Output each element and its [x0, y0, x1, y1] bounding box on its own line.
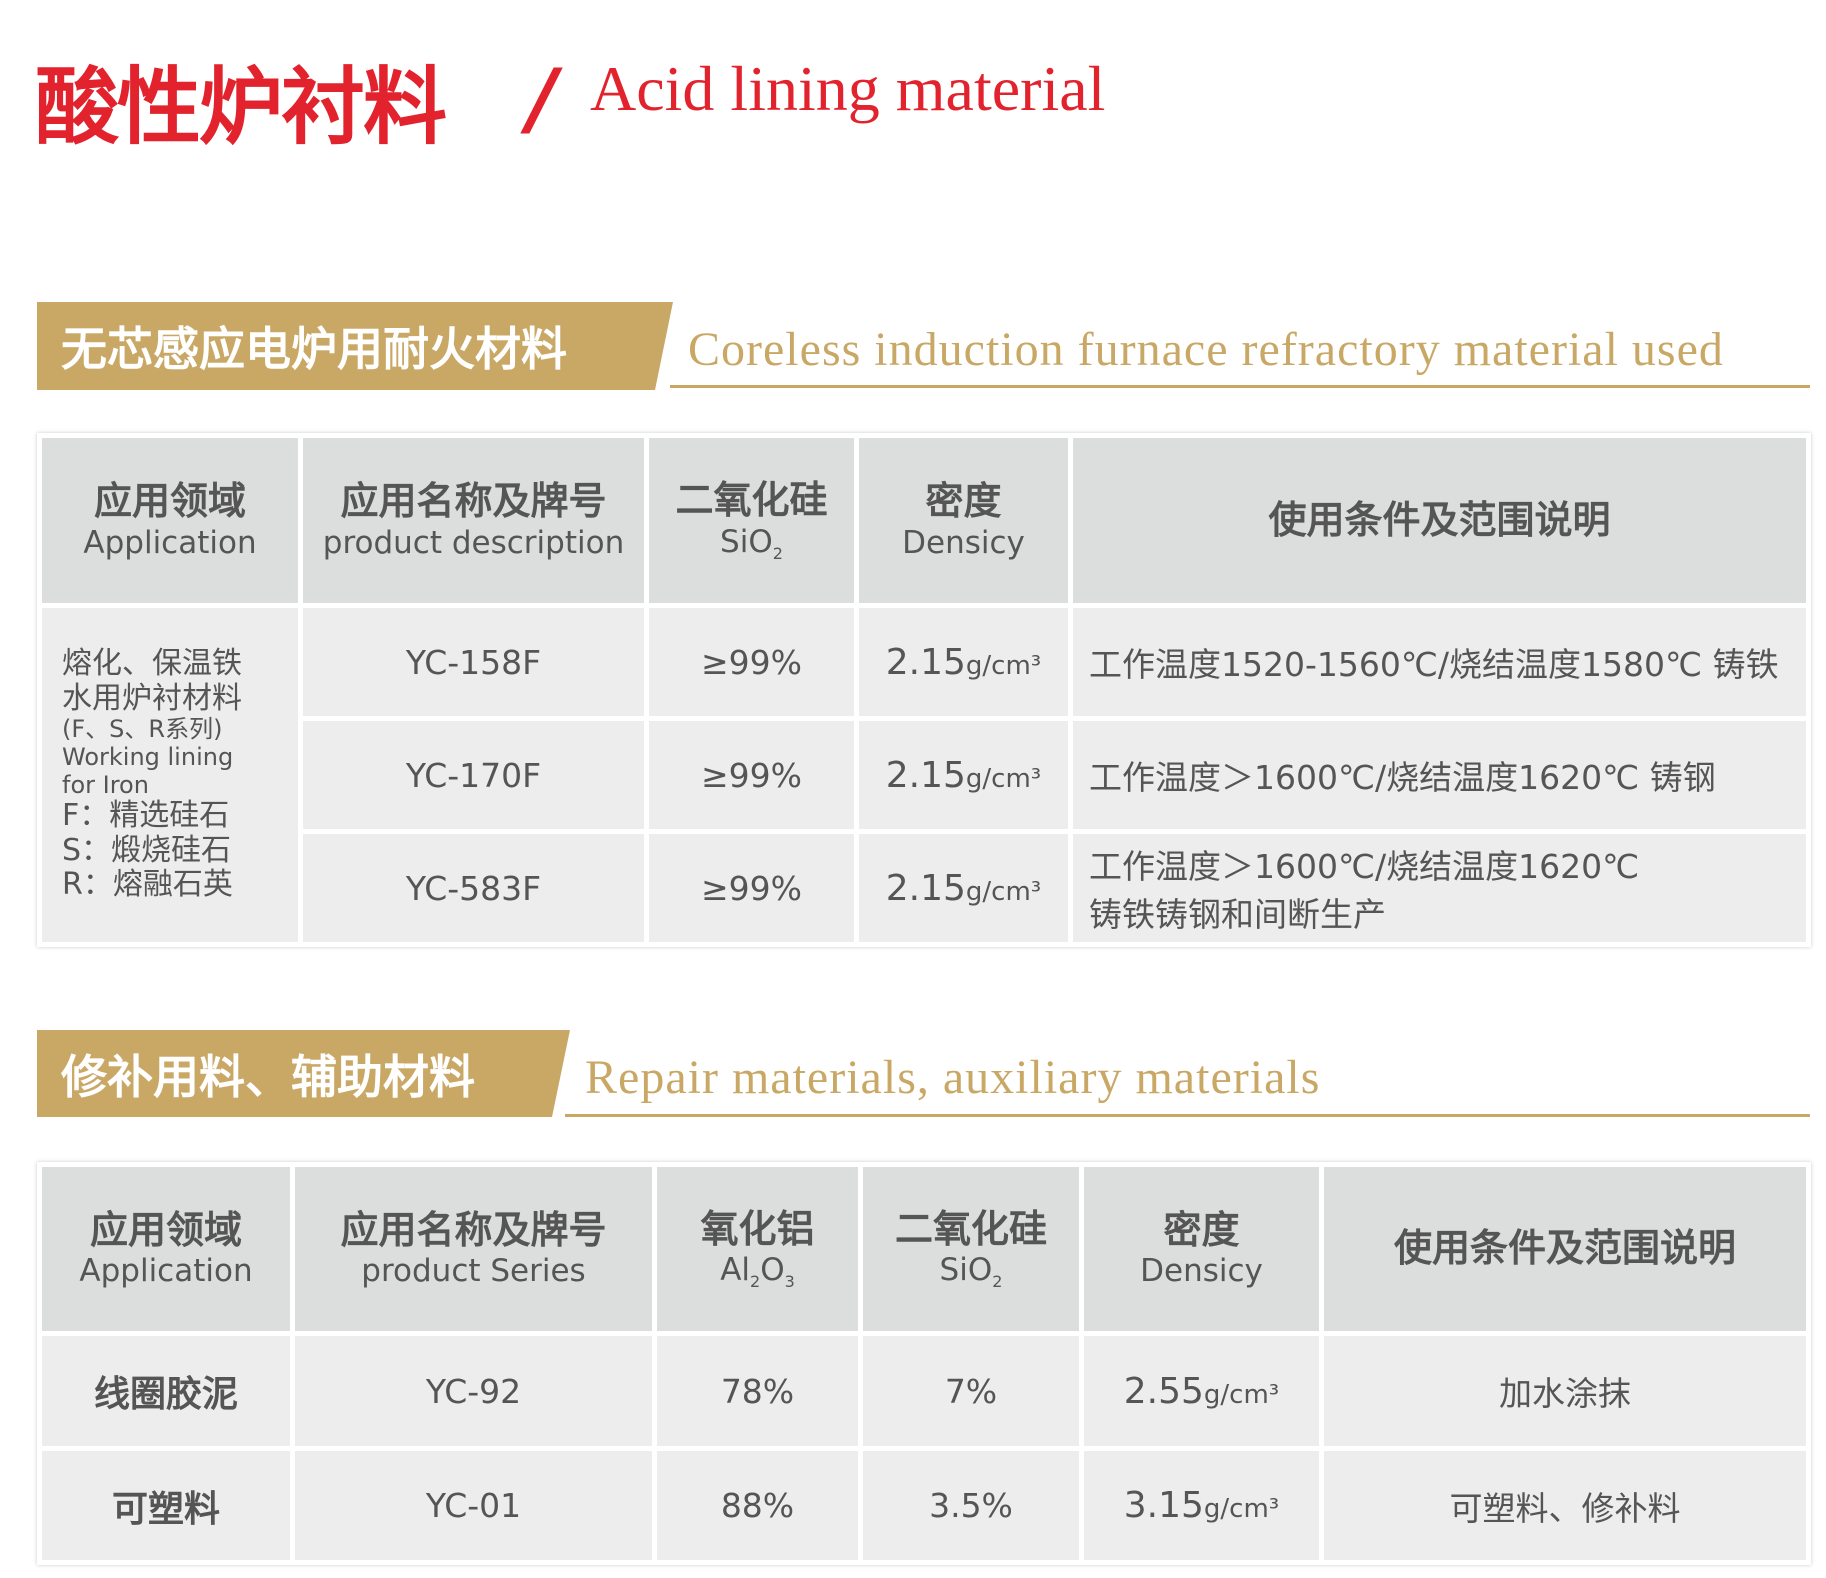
al2o3-cell: 88%: [652, 1446, 863, 1565]
al2o3-cell: 78%: [652, 1331, 863, 1451]
section2-title-cn: 修补用料、辅助材料: [61, 1049, 475, 1104]
header-application: 应用领域 Application: [37, 1162, 295, 1336]
section1-title-cn: 无芯感应电炉用耐火材料: [61, 322, 567, 376]
table-row: 熔化、保温铁 水用炉衬材料 (F、S、R系列) Working lining f…: [37, 603, 1811, 947]
sio2-cell: 7%: [858, 1331, 1084, 1451]
table-coreless: 应用领域 Application 应用名称及牌号 product descripti…: [37, 433, 1811, 947]
header-density: 密度 Densicy: [1079, 1162, 1324, 1336]
application-cell: 线圈胶泥: [37, 1331, 295, 1451]
header-conditions: 使用条件及范围说明: [1068, 433, 1811, 608]
sio2-cell: ≥99%: [644, 829, 859, 947]
application-cell: 可塑料: [37, 1446, 295, 1565]
density-cell: 2.15g/cm³: [854, 829, 1073, 947]
table-row: YC-583F ≥99% 2.15g/cm³ 工作温度＞1600℃/烧结温度16…: [40, 829, 1811, 947]
header-application: 应用领域 Application: [37, 433, 303, 608]
density-cell: 2.55g/cm³: [1079, 1331, 1324, 1451]
header-product: 应用名称及牌号 product description: [298, 433, 649, 608]
conditions-cell: 工作温度＞1600℃/烧结温度1620℃ 铸钢: [1068, 716, 1811, 834]
table-row: YC-170F ≥99% 2.15g/cm³ 工作温度＞1600℃/烧结温度16…: [40, 716, 1811, 834]
header-sio2: 二氧化硅 SiO2: [644, 433, 859, 608]
page-title-en: Acid lining material: [590, 53, 1106, 124]
page-title-cn: 酸性炉衬料: [35, 58, 447, 156]
section2-underline: [565, 1114, 1810, 1117]
conditions-cell: 加水涂抹: [1319, 1331, 1811, 1451]
table-repair: 应用领域 Application 应用名称及牌号 product Series 氧化…: [37, 1162, 1811, 1565]
title-separator: /: [528, 52, 558, 145]
section1-title-en: Coreless induction furnace refractory ma…: [688, 323, 1724, 376]
sio2-cell: 3.5%: [858, 1446, 1084, 1565]
section1-banner: 无芯感应电炉用耐火材料: [37, 302, 673, 390]
product-cell: YC-01: [290, 1446, 657, 1565]
density-cell: 2.15g/cm³: [854, 603, 1073, 721]
conditions-cell: 可塑料、修补料: [1319, 1446, 1811, 1565]
application-cell: 熔化、保温铁 水用炉衬材料 (F、S、R系列) Working lining f…: [37, 603, 303, 947]
product-cell: YC-170F: [298, 716, 649, 834]
product-cell: YC-92: [290, 1331, 657, 1451]
table-header-row: 应用领域 Application 应用名称及牌号 product Series 氧化…: [37, 1162, 1811, 1336]
sio2-cell: ≥99%: [644, 716, 859, 834]
header-product: 应用名称及牌号 product Series: [290, 1162, 657, 1336]
section2-title-en: Repair materials, auxiliary materials: [585, 1051, 1321, 1104]
header-density: 密度 Densicy: [854, 433, 1073, 608]
density-cell: 3.15g/cm³: [1079, 1446, 1324, 1565]
table-row: 线圈胶泥 YC-92 78% 7% 2.55g/cm³ 加水涂抹: [37, 1331, 1811, 1451]
table-header-row: 应用领域 Application 应用名称及牌号 product descripti…: [37, 433, 1811, 608]
section2-banner: 修补用料、辅助材料: [37, 1030, 570, 1117]
header-conditions: 使用条件及范围说明: [1319, 1162, 1811, 1336]
sio2-cell: ≥99%: [644, 603, 859, 721]
table-row: 可塑料 YC-01 88% 3.5% 3.15g/cm³ 可塑料、修补料: [37, 1446, 1811, 1565]
conditions-cell: 工作温度1520-1560℃/烧结温度1580℃ 铸铁: [1068, 603, 1811, 721]
density-cell: 2.15g/cm³: [854, 716, 1073, 834]
header-sio2: 二氧化硅 SiO2: [858, 1162, 1084, 1336]
product-cell: YC-158F: [298, 603, 649, 721]
section1-underline: [670, 385, 1810, 388]
conditions-cell: 工作温度＞1600℃/烧结温度1620℃ 铸铁铸钢和间断生产: [1068, 829, 1811, 947]
header-al2o3: 氧化铝 Al2O3: [652, 1162, 863, 1336]
product-cell: YC-583F: [298, 829, 649, 947]
